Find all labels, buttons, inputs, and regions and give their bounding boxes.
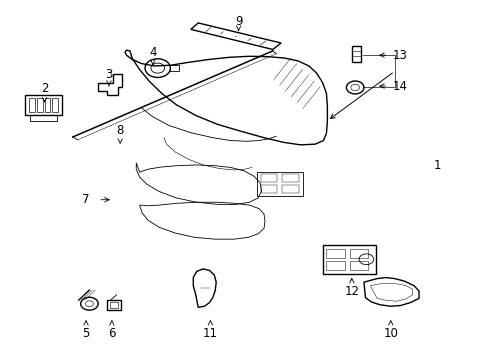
Bar	[282, 185, 298, 193]
Bar	[107, 300, 121, 310]
Text: 1: 1	[432, 159, 440, 172]
Text: 3: 3	[105, 68, 112, 81]
Bar	[282, 174, 298, 182]
Text: 9: 9	[234, 15, 242, 28]
Bar	[29, 98, 35, 112]
Text: 4: 4	[149, 46, 156, 59]
Text: 5: 5	[82, 327, 89, 340]
Bar	[260, 174, 277, 182]
Text: 8: 8	[116, 124, 123, 137]
Bar	[349, 261, 367, 270]
Bar	[326, 261, 344, 270]
Text: 12: 12	[344, 285, 359, 298]
Bar	[52, 98, 58, 112]
Text: 7: 7	[82, 193, 90, 206]
Bar	[256, 172, 303, 196]
Bar	[25, 95, 61, 115]
Text: 10: 10	[383, 327, 397, 340]
Bar	[170, 65, 179, 71]
Text: 2: 2	[41, 82, 48, 95]
Bar	[349, 249, 367, 258]
Bar	[326, 249, 344, 258]
Bar	[110, 302, 118, 308]
Bar	[322, 244, 375, 274]
Text: 11: 11	[203, 327, 218, 340]
Bar	[260, 185, 277, 193]
Bar	[37, 98, 42, 112]
Text: 14: 14	[392, 80, 407, 93]
Text: 13: 13	[392, 49, 407, 62]
Text: 6: 6	[108, 327, 115, 340]
Bar	[351, 45, 360, 62]
Bar	[30, 115, 57, 121]
Bar	[44, 98, 50, 112]
